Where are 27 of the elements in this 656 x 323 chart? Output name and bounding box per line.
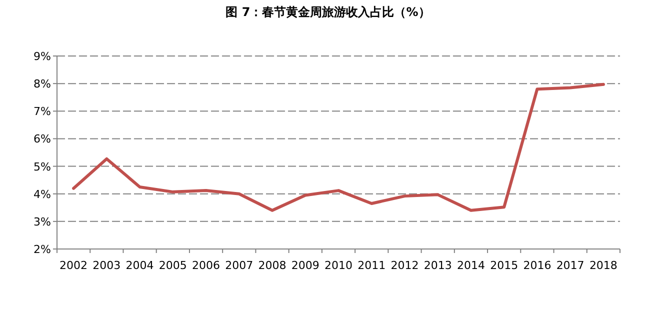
- x-tick-label: 2015: [490, 259, 518, 272]
- x-tick-label: 2017: [556, 259, 584, 272]
- x-tick-label: 2010: [324, 259, 352, 272]
- x-tick-label: 2018: [589, 259, 618, 272]
- x-tick-label: 2007: [225, 259, 254, 272]
- chart-title: 图 7：春节黄金周旅游收入占比（%）: [226, 5, 430, 19]
- x-tick-label: 2013: [424, 259, 452, 272]
- y-tick-label: 3%: [34, 215, 51, 228]
- x-tick-label: 2005: [158, 259, 187, 272]
- y-tick-label: 7%: [34, 105, 51, 118]
- y-tick-label: 8%: [34, 78, 51, 91]
- x-tick-label: 2002: [60, 259, 88, 272]
- y-tick-label: 6%: [34, 132, 51, 146]
- x-tick-label: 2003: [92, 259, 121, 272]
- x-tick-label: 2009: [291, 259, 320, 272]
- x-tick-label: 2011: [358, 259, 386, 272]
- line-series: [72, 82, 605, 212]
- y-tick-label: 9%: [34, 50, 51, 63]
- x-tick-label: 2006: [192, 259, 220, 272]
- x-tick-label: 2016: [523, 259, 552, 272]
- x-tick-label: 2004: [126, 259, 154, 272]
- y-tick-label: 5%: [34, 160, 51, 174]
- y-tick-label: 4%: [34, 188, 51, 201]
- x-tick-label: 2008: [258, 259, 286, 272]
- x-tick-label: 2014: [456, 259, 485, 272]
- x-tick-label: 2012: [390, 259, 419, 272]
- y-tick-label: 2%: [34, 243, 51, 256]
